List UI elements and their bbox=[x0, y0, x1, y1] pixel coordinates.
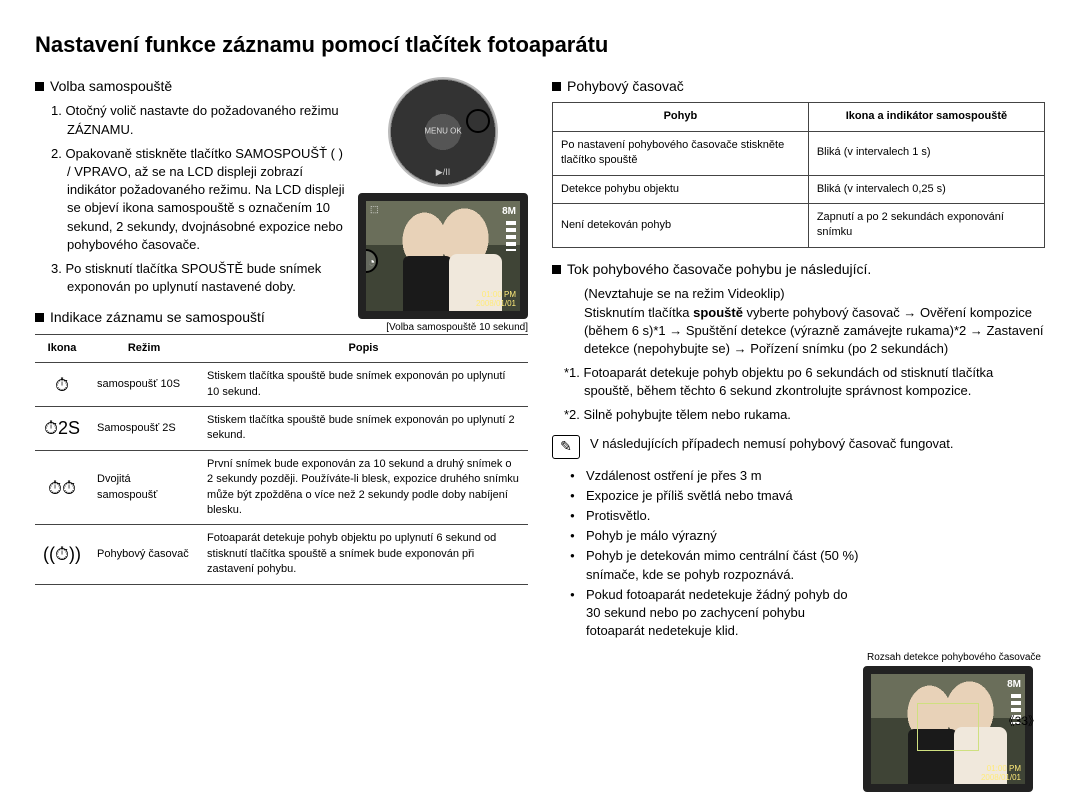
subhead-volba-text: Volba samospouště bbox=[50, 78, 172, 94]
timer-icon: ◔ bbox=[368, 254, 380, 266]
step-2-text: Opakovaně stiskněte tlačítko SAMOSPOUŠŤ … bbox=[65, 146, 344, 252]
asterisk-2: *2. Silně pohybujte tělem nebo rukama. bbox=[552, 406, 1045, 424]
res-icon: 8M bbox=[502, 205, 516, 219]
subhead-indikace-text: Indikace záznamu se samospouští bbox=[50, 309, 265, 325]
list-item: Vzdálenost ostření je přes 3 m bbox=[586, 467, 862, 485]
list-item: Pohyb je detekován mimo centrální část (… bbox=[586, 547, 862, 583]
step-1: 1. Otočný volič nastavte do požadovaného… bbox=[67, 102, 345, 138]
steps-list: 1. Otočný volič nastavte do požadovaného… bbox=[35, 102, 345, 296]
subhead-pohybovy: Pohybový časovač bbox=[552, 77, 1045, 97]
cell-indik: Bliká (v intervalech 1 s) bbox=[808, 131, 1044, 175]
page-number: 《33》 bbox=[1003, 713, 1040, 730]
right-column: Pohybový časovač Pohyb Ikona a indikátor… bbox=[552, 77, 1045, 792]
table-row: Detekce pohybu objektu Bliká (v interval… bbox=[553, 175, 1045, 203]
cell-mode: Samospoušť 2S bbox=[89, 407, 199, 451]
list-item: Protisvětlo. bbox=[586, 507, 862, 525]
table-row: Není detekován pohyb Zapnutí a po 2 seku… bbox=[553, 203, 1045, 247]
cell-icon: ⏱⏱ bbox=[35, 450, 89, 525]
cell-mode: samospoušť 10S bbox=[89, 363, 199, 407]
left-section-1: Volba samospouště 1. Otočný volič nastav… bbox=[35, 77, 528, 296]
two-column-layout: Volba samospouště 1. Otočný volič nastav… bbox=[35, 77, 1045, 792]
lcd-preview: ⬚ 8M ◔ 01:00 PM2008/01/01 bbox=[358, 193, 528, 319]
tok-sub: (Nevztahuje se na režim Videoklip) bbox=[552, 285, 1045, 303]
cell-icon: ((⏱)) bbox=[35, 525, 89, 584]
datetime-overlay: 01:00 PM2008/01/01 bbox=[476, 291, 516, 309]
subhead-volba: Volba samospouště bbox=[35, 77, 345, 97]
step-3-text: Po stisknutí tlačítka SPOUŠTĚ bude sníme… bbox=[65, 261, 321, 294]
th-pohyb: Pohyb bbox=[553, 103, 809, 131]
dial-bottom-label: ▶/II bbox=[436, 166, 450, 179]
list-item: Pohyb je málo výrazný bbox=[586, 527, 862, 545]
datetime-overlay-2: 01:00 PM2008/01/01 bbox=[981, 765, 1021, 783]
note-icon: ✎ bbox=[552, 435, 580, 459]
step-3: 3. Po stisknutí tlačítka SPOUŠTĚ bude sn… bbox=[67, 260, 345, 296]
subhead-tok-text: Tok pohybového časovače pohybu je násled… bbox=[567, 261, 871, 277]
res-icon-2: 8M bbox=[1007, 678, 1021, 692]
cell-pohyb: Po nastavení pohybového časovače stiskně… bbox=[553, 131, 809, 175]
motion-table: Pohyb Ikona a indikátor samospouště Po n… bbox=[552, 102, 1045, 247]
cell-desc: Stiskem tlačítka spouště bude snímek exp… bbox=[199, 363, 528, 407]
detection-caption: Rozsah detekce pohybového časovače bbox=[863, 652, 1045, 664]
step-2: 2. Opakovaně stiskněte tlačítko SAMOSPOU… bbox=[67, 145, 345, 254]
sidebar-icons bbox=[506, 221, 516, 251]
asterisk-1: *1. Fotoaparát detekuje pohyb objektu po… bbox=[552, 364, 1045, 400]
table-row: ⏱ samospoušť 10S Stiskem tlačítka spoušt… bbox=[35, 363, 528, 407]
dial-center-label: MENU OK bbox=[424, 127, 461, 136]
list-item: Pokud fotoaparát nedetekuje žádný pohyb … bbox=[586, 586, 862, 641]
camera-illustrations: MENU OK ▶/II ⬚ 8M ◔ 01:00 PM2008/01/01 [… bbox=[358, 77, 528, 335]
cell-mode: Pohybový časovač bbox=[89, 525, 199, 584]
cell-pohyb: Není detekován pohyb bbox=[553, 203, 809, 247]
rec-icon: ⬚ bbox=[370, 203, 379, 216]
table-row: ⏱2S Samospoušť 2S Stiskem tlačítka spouš… bbox=[35, 407, 528, 451]
table-row: ((⏱)) Pohybový časovač Fotoaparát deteku… bbox=[35, 525, 528, 584]
page-title: Nastavení funkce záznamu pomocí tlačítek… bbox=[35, 30, 1045, 61]
th-rezim: Režim bbox=[89, 334, 199, 362]
cell-mode: Dvojitá samospoušť bbox=[89, 450, 199, 525]
cell-desc: Stiskem tlačítka spouště bude snímek exp… bbox=[199, 407, 528, 451]
detection-box bbox=[917, 703, 979, 751]
flow-text: Stisknutím tlačítka spouště vyberte pohy… bbox=[552, 304, 1045, 359]
note-box: ✎ V následujících případech nemusí pohyb… bbox=[552, 435, 1045, 459]
step-1-text: Otočný volič nastavte do požadovaného re… bbox=[65, 103, 338, 136]
table-row: ⏱⏱ Dvojitá samospoušť První snímek bude … bbox=[35, 450, 528, 525]
subhead-pohybovy-text: Pohybový časovač bbox=[567, 78, 684, 94]
lcd-caption: [Volba samospouště 10 sekund] bbox=[358, 321, 528, 335]
cell-indik: Zapnutí a po 2 sekundách exponování sním… bbox=[808, 203, 1044, 247]
note-text: V následujících případech nemusí pohybov… bbox=[590, 435, 954, 453]
dial-illustration: MENU OK ▶/II bbox=[388, 77, 498, 187]
cell-pohyb: Detekce pohybu objektu bbox=[553, 175, 809, 203]
th-popis: Popis bbox=[199, 334, 528, 362]
th-ikona: Ikona bbox=[35, 334, 89, 362]
cell-icon: ⏱2S bbox=[35, 407, 89, 451]
flow-paragraph: Stisknutím tlačítka spouště vyberte pohy… bbox=[584, 304, 1045, 359]
cell-indik: Bliká (v intervalech 0,25 s) bbox=[808, 175, 1044, 203]
cell-icon: ⏱ bbox=[35, 363, 89, 407]
th-indikator: Ikona a indikátor samospouště bbox=[808, 103, 1044, 131]
table-row: Po nastavení pohybového časovače stiskně… bbox=[553, 131, 1045, 175]
list-item: Expozice je příliš světlá nebo tmavá bbox=[586, 487, 862, 505]
exceptions-list: Vzdálenost ostření je přes 3 m Expozice j… bbox=[552, 467, 862, 641]
selftimer-table: Ikona Režim Popis ⏱ samospoušť 10S Stisk… bbox=[35, 334, 528, 585]
left-column: Volba samospouště 1. Otočný volič nastav… bbox=[35, 77, 528, 792]
cell-desc: Fotoaparát detekuje pohyb objektu po upl… bbox=[199, 525, 528, 584]
subhead-tok: Tok pohybového časovače pohybu je násled… bbox=[552, 260, 1045, 280]
cell-desc: První snímek bude exponován za 10 sekund… bbox=[199, 450, 528, 525]
